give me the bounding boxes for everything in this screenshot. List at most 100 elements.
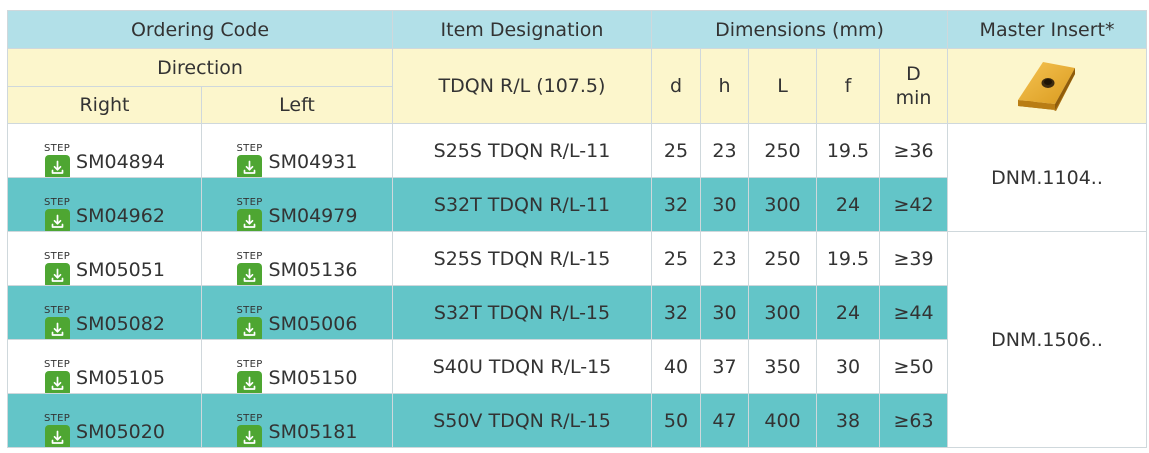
header-d: d (651, 48, 701, 124)
download-icon (237, 424, 263, 447)
step-label: STEP (44, 358, 71, 370)
cell-left: STEP SM04931 (201, 123, 393, 178)
header-ordering-code: Ordering Code (7, 10, 393, 49)
ordering-code-right: SM05105 (76, 366, 165, 389)
dim-d: 32 (651, 177, 701, 232)
ordering-code-left: SM04931 (268, 150, 358, 173)
cell-right: STEP SM05051 (7, 231, 202, 286)
dim-h: 30 (700, 177, 749, 232)
cell-right: STEP SM05105 (7, 339, 202, 394)
download-icon (44, 316, 70, 339)
ordering-code-left: SM05006 (268, 312, 358, 335)
dim-h: 47 (700, 393, 749, 448)
dim-dmin: ≥36 (878, 123, 949, 178)
step-download-button[interactable]: STEP (236, 196, 263, 231)
download-icon (237, 154, 263, 177)
header-master-insert: Master Insert* (947, 10, 1148, 49)
dim-dmin: ≥42 (878, 177, 949, 232)
download-icon (237, 208, 263, 231)
ordering-code-right: SM05051 (76, 258, 165, 281)
dim-L: 250 (748, 123, 817, 178)
cell-left: STEP SM05150 (201, 339, 393, 394)
download-icon (44, 424, 70, 447)
table-row: STEP SM04894 STEP SM04931 S25S TDQN R/L-… (7, 123, 1148, 232)
item-designation: S25S TDQN R/L-15 (392, 231, 652, 286)
header-item-designation: Item Designation (392, 10, 652, 49)
download-icon (237, 370, 263, 393)
dim-h: 37 (700, 339, 749, 394)
table-row: STEP SM05105 STEP SM05150 S40U TDQN R/L-… (7, 339, 1147, 394)
step-download-button[interactable]: STEP (44, 412, 71, 447)
cell-right: STEP SM05082 (7, 285, 202, 340)
step-label: STEP (44, 142, 71, 154)
cell-left: STEP SM05006 (201, 285, 393, 340)
step-label: STEP (236, 196, 263, 208)
dim-d: 50 (651, 393, 701, 448)
step-download-button[interactable]: STEP (44, 197, 70, 231)
step-download-button[interactable]: STEP (44, 305, 70, 339)
header-dmin-min: min (895, 87, 932, 109)
step-download-button[interactable]: STEP (44, 250, 71, 285)
dim-dmin: ≥50 (878, 339, 949, 394)
step-label: STEP (44, 250, 71, 262)
ordering-code-right: SM05020 (76, 420, 165, 443)
download-icon (44, 154, 70, 177)
step-download-button[interactable]: STEP (236, 142, 263, 177)
ordering-code-left: SM05181 (268, 420, 358, 443)
step-download-button[interactable]: STEP (44, 142, 71, 177)
item-designation: S32T TDQN R/L-15 (392, 285, 652, 340)
master-insert-code: DNM.1104.. (947, 123, 1148, 232)
step-label: STEP (236, 142, 263, 154)
step-download-button[interactable]: STEP (237, 251, 263, 285)
step-label: STEP (236, 304, 263, 316)
item-designation: S32T TDQN R/L-11 (392, 177, 652, 232)
cell-right: STEP SM05020 (7, 393, 202, 448)
header-dimensions: Dimensions (mm) (650, 10, 949, 49)
ordering-code-right: SM04962 (76, 204, 165, 227)
header-item-family: TDQN R/L (107.5) (392, 48, 652, 124)
table-row: STEP SM05020 STEP SM05181 S50V TDQN R/L-… (7, 393, 1147, 448)
dim-f: 24 (816, 285, 880, 340)
header-h: h (700, 48, 749, 124)
dim-L: 400 (748, 393, 817, 448)
dim-f: 30 (816, 339, 880, 394)
header-right: Right (7, 86, 202, 124)
download-icon (44, 262, 70, 285)
header-insert-image-cell (947, 48, 1148, 124)
header-f: f (816, 48, 880, 124)
dim-d: 32 (651, 285, 701, 340)
cell-left: STEP SM04979 (201, 177, 393, 232)
dim-dmin: ≥63 (878, 393, 949, 448)
dim-h: 23 (700, 231, 749, 286)
dim-L: 300 (748, 285, 817, 340)
master-insert-code: DNM.1506.. (947, 231, 1148, 448)
step-download-button[interactable]: STEP (44, 358, 71, 393)
dim-h: 30 (700, 285, 749, 340)
table-row: STEP SM04962 STEP SM04979 S32T TDQN R/L-… (7, 177, 1147, 232)
table-row: STEP SM05051 STEP SM05136 S25S TDQN R/L-… (7, 231, 1148, 448)
dim-dmin: ≥39 (878, 231, 949, 286)
step-download-button[interactable]: STEP (237, 359, 263, 393)
cell-right: STEP SM04894 (7, 123, 202, 178)
dim-f: 24 (816, 177, 880, 232)
spec-table: Ordering Code Item Designation Dimension… (7, 10, 1148, 448)
cell-left: STEP SM05181 (201, 393, 393, 448)
ordering-code-right: SM05082 (76, 312, 165, 335)
dim-L: 350 (748, 339, 817, 394)
ordering-code-left: SM05150 (268, 366, 358, 389)
dim-f: 19.5 (816, 123, 880, 178)
dim-L: 250 (748, 231, 817, 286)
dim-dmin: ≥44 (878, 285, 949, 340)
header-direction: Direction (7, 48, 393, 87)
step-label: STEP (44, 412, 71, 424)
download-icon (237, 316, 263, 339)
item-designation: S50V TDQN R/L-15 (392, 393, 652, 448)
download-icon (237, 262, 263, 285)
dim-h: 23 (700, 123, 749, 178)
step-download-button[interactable]: STEP (236, 304, 263, 339)
insert-image (1018, 61, 1076, 111)
dim-d: 25 (651, 231, 701, 286)
step-download-button[interactable]: STEP (237, 413, 263, 447)
dim-f: 19.5 (816, 231, 880, 286)
